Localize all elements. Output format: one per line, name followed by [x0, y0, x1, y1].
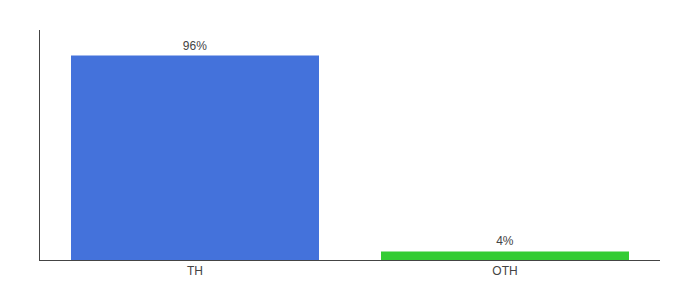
svg-text:TH: TH — [187, 264, 203, 278]
svg-text:4%: 4% — [496, 234, 514, 248]
svg-text:96%: 96% — [183, 39, 207, 53]
svg-text:OTH: OTH — [492, 264, 517, 278]
